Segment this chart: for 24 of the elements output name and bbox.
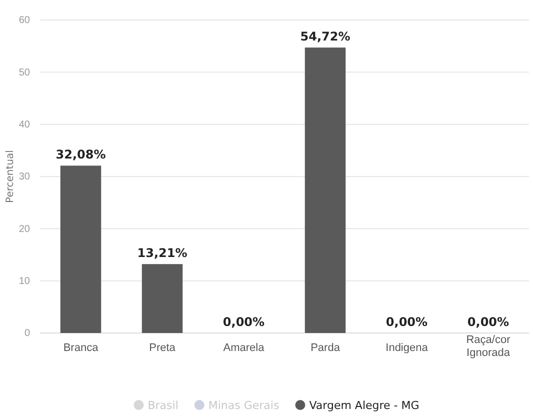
x-tick-label: Preta bbox=[149, 342, 176, 354]
data-label: 54,72% bbox=[300, 30, 350, 44]
y-tick-label: 60 bbox=[18, 15, 30, 26]
x-tick-label: Branca bbox=[63, 342, 100, 354]
y-tick-label: 10 bbox=[18, 276, 30, 288]
bar bbox=[60, 166, 102, 333]
data-label: 0,00% bbox=[467, 315, 510, 329]
y-tick-label: 20 bbox=[18, 224, 30, 235]
data-label: 0,00% bbox=[222, 315, 265, 329]
x-tick-label: Parda bbox=[310, 342, 341, 354]
y-tick-label: 40 bbox=[18, 120, 30, 131]
bar bbox=[304, 48, 346, 333]
data-label: 13,21% bbox=[137, 246, 188, 260]
legend-label: Vargem Alegre - MG bbox=[309, 399, 420, 412]
x-tick-label: Indigena bbox=[386, 342, 429, 354]
data-label: 32,08% bbox=[56, 148, 106, 162]
bar bbox=[142, 264, 183, 333]
data-label: 0,00% bbox=[386, 315, 428, 329]
y-tick-label: 0 bbox=[24, 328, 30, 340]
y-axis-title: Percentual bbox=[5, 150, 16, 203]
y-tick-label: 30 bbox=[18, 172, 30, 183]
y-tick-label: 50 bbox=[18, 67, 30, 78]
x-tick-label: Amarela bbox=[223, 342, 266, 354]
x-tick-label: Raça/cor Ignorada bbox=[466, 334, 511, 360]
